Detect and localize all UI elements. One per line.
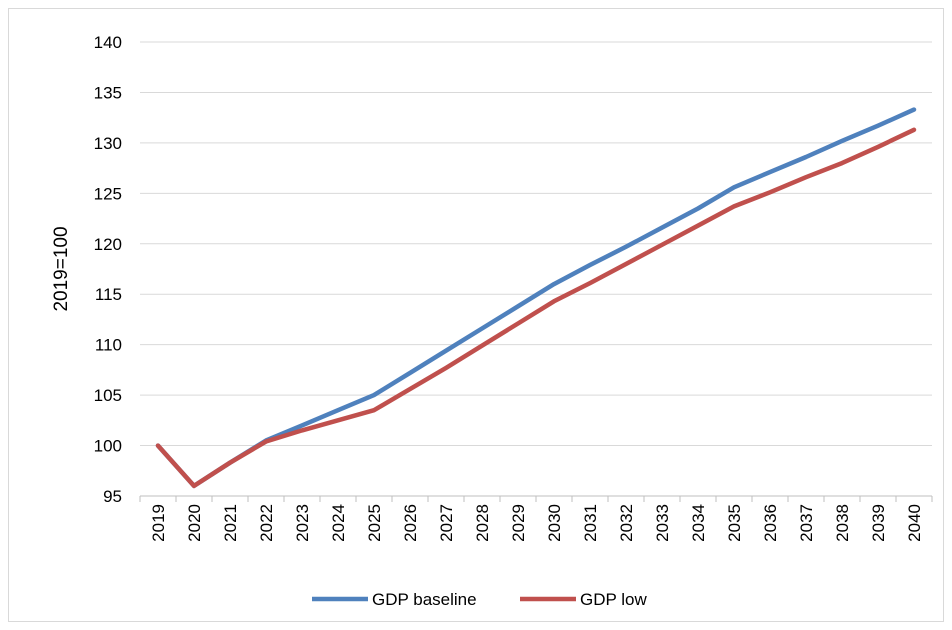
chart-frame (8, 8, 944, 622)
x-tick-label: 2037 (797, 504, 816, 542)
x-tick-label: 2030 (545, 504, 564, 542)
y-tick-label: 105 (94, 386, 122, 405)
legend: GDP baseline GDP low (312, 590, 647, 609)
x-tick-label: 2036 (761, 504, 780, 542)
x-tick-label: 2031 (581, 504, 600, 542)
x-tick-label: 2038 (833, 504, 852, 542)
series-line-gdp-low (155, 127, 917, 489)
y-tick-label: 100 (94, 437, 122, 456)
y-tick-label: 135 (94, 83, 122, 102)
y-axis-ticks: 95 100 105 110 115 120 125 130 135 140 (94, 33, 122, 506)
legend-label: GDP low (580, 590, 647, 609)
x-tick-label: 2025 (365, 504, 384, 542)
x-tick-label: 2040 (905, 504, 924, 542)
x-tick-label: 2027 (437, 504, 456, 542)
x-tick-label: 2020 (185, 504, 204, 542)
x-tick-label: 2029 (509, 504, 528, 542)
x-tick-label: 2032 (617, 504, 636, 542)
x-tick-label: 2021 (221, 504, 240, 542)
y-tick-label: 140 (94, 33, 122, 52)
y-tick-label: 95 (103, 487, 122, 506)
y-axis-label: 2019=100 (51, 226, 72, 311)
x-tick-label: 2033 (653, 504, 672, 542)
y-tick-label: 130 (94, 134, 122, 153)
x-tick-label: 2022 (257, 504, 276, 542)
x-tick-label: 2039 (869, 504, 888, 542)
y-tick-label: 115 (95, 285, 122, 304)
x-tick-label: 2026 (401, 504, 420, 542)
y-tick-label: 125 (94, 184, 122, 203)
x-tick-label: 2023 (293, 504, 312, 542)
gridlines (140, 41, 932, 447)
legend-label: GDP baseline (372, 590, 477, 609)
x-tick-label: 2024 (329, 504, 348, 542)
y-tick-label: 110 (95, 336, 122, 355)
x-tick-label: 2035 (725, 504, 744, 542)
x-tick-label: 2028 (473, 504, 492, 542)
y-tick-label: 120 (94, 235, 122, 254)
x-axis-ticks: 2019 2020 2021 2022 2023 2024 2025 2026 2027 2028… (139, 496, 933, 542)
x-tick-label: 2019 (149, 504, 168, 542)
series-lines (155, 107, 917, 489)
series-line-gdp-baseline (155, 107, 917, 489)
x-tick-label: 2034 (689, 504, 708, 542)
